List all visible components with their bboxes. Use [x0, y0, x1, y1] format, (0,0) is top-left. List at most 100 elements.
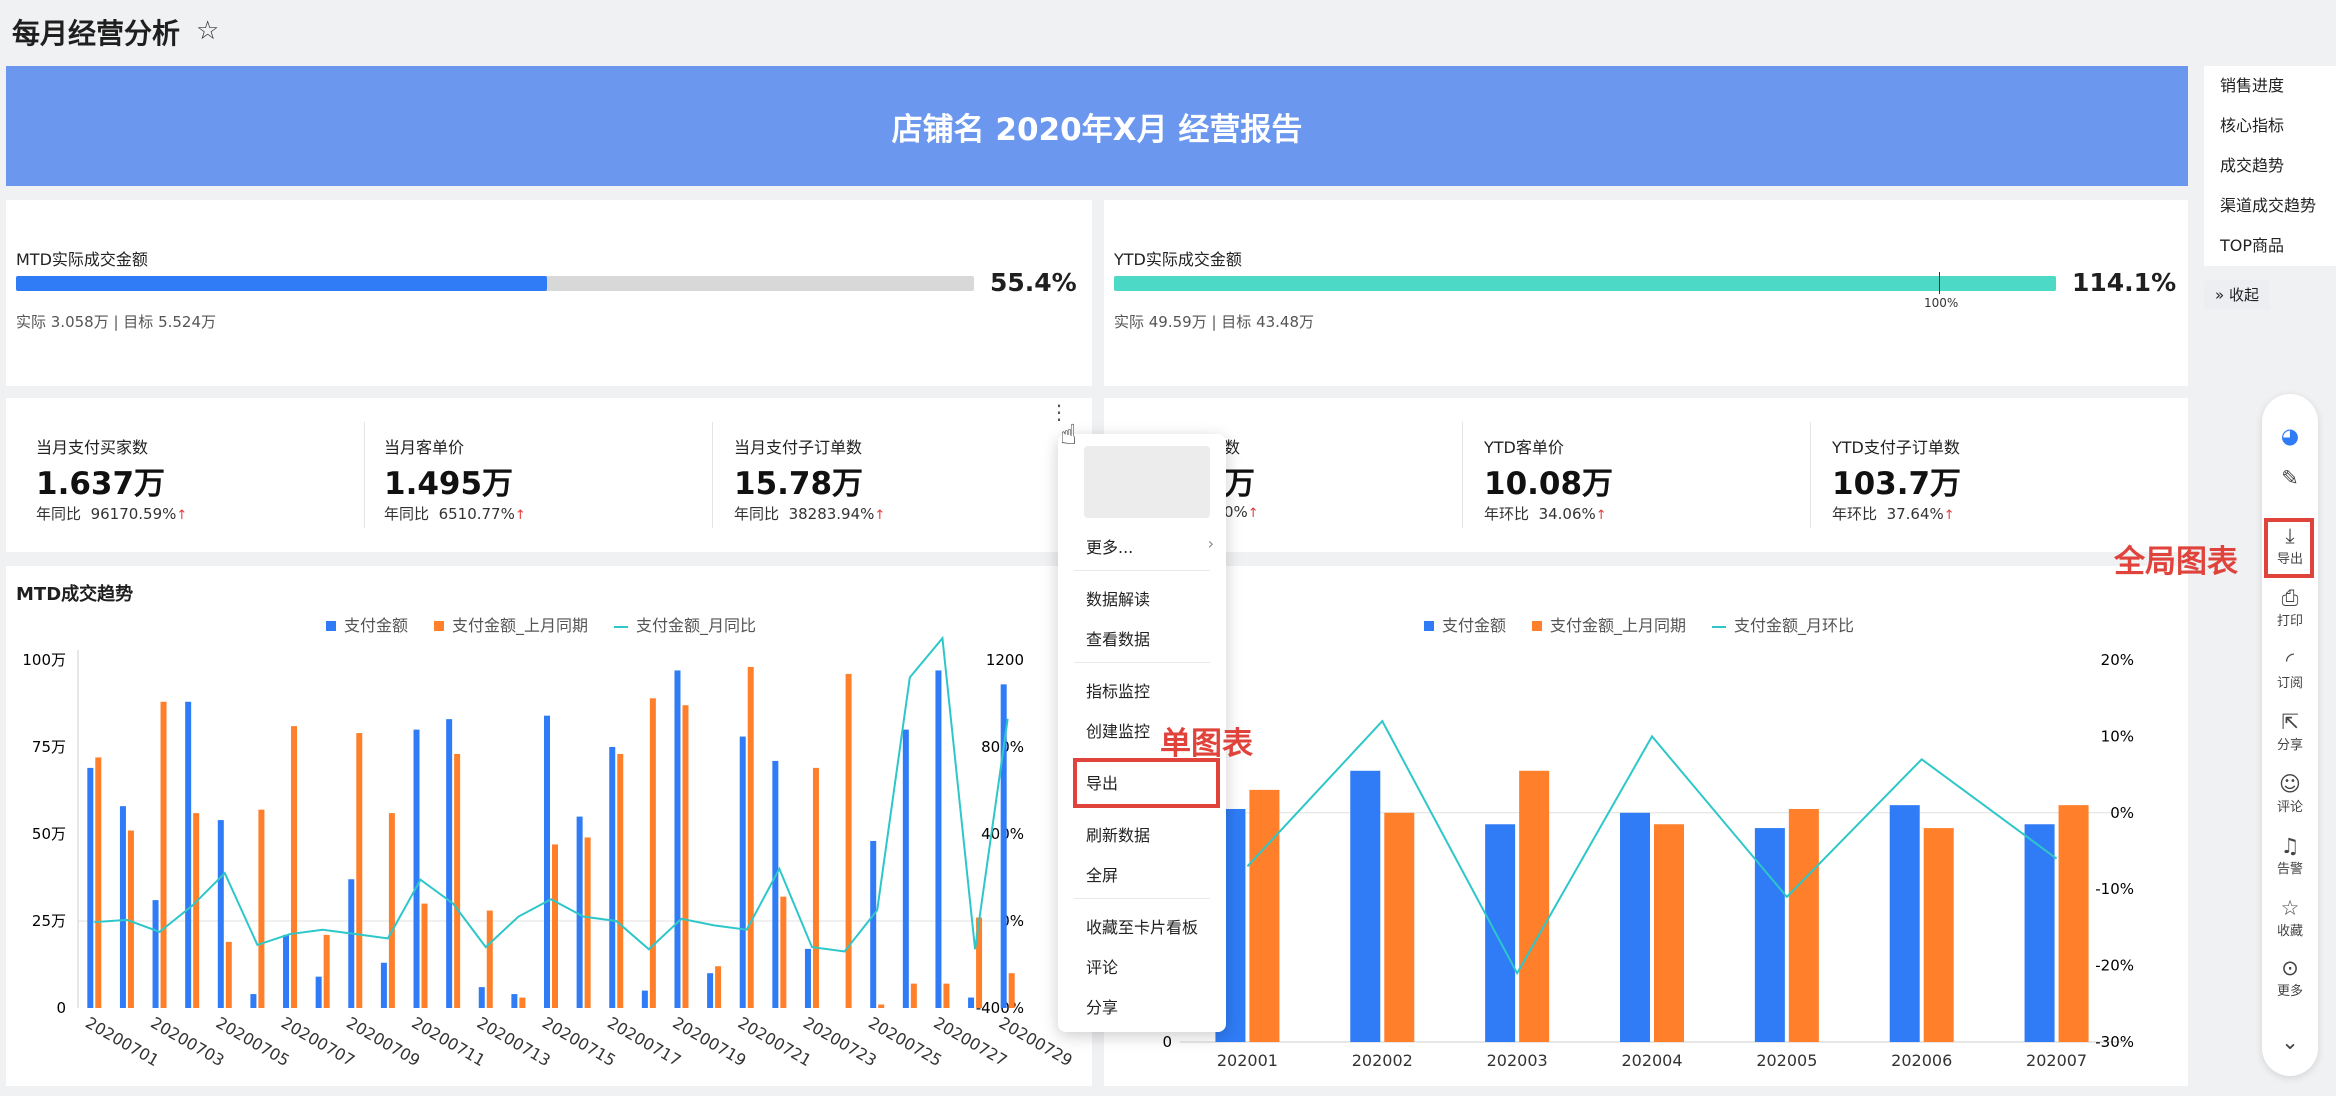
menu-item-add-to-board[interactable]: 收藏至卡片看板	[1086, 918, 1199, 937]
bar-pay-amount-prev	[127, 830, 134, 1008]
toc-item[interactable]: 渠道成交趋势	[2220, 196, 2317, 215]
menu-item-share[interactable]: 分享	[1086, 998, 1119, 1017]
print-button[interactable]: ⎙ 打印	[2262, 586, 2318, 629]
y-tick-label: 100万	[22, 651, 66, 669]
ytd-target-label: 100%	[1924, 296, 1959, 310]
bar-pay-amount	[380, 962, 387, 1008]
chevron-right-icon: ›	[1207, 534, 1214, 553]
x-tick-label: 20200717	[604, 1013, 684, 1070]
bar-pay-amount	[2024, 824, 2055, 1042]
bar-pay-amount-prev	[780, 896, 787, 1008]
legend-item[interactable]: 支付金额_上月同期	[434, 612, 588, 636]
y2-tick-label: -10%	[2095, 880, 2134, 898]
menu-export-highlight-box	[1073, 758, 1220, 808]
metric-divider	[1462, 422, 1463, 528]
edit-icon: ✎	[2281, 466, 2299, 490]
metric-comparison: 年同比 38283.94%↑	[734, 503, 885, 524]
metric-value: 10.08万	[1484, 466, 1614, 502]
more-button[interactable]: ⊙ 更多	[2262, 956, 2318, 999]
x-tick-label: 202005	[1756, 1051, 1817, 1070]
export-highlight-box	[2264, 518, 2314, 578]
metric-label: YTD客单价	[1484, 438, 1564, 457]
ytd-chart-plot: 0 20% 10% 0% -10% -20% -30% 202001 202002 202003 2…	[1162, 651, 2134, 1070]
menu-divider	[1074, 662, 1210, 663]
bar-pay-amount	[446, 719, 453, 1008]
legend-item[interactable]: 支付金额	[1424, 612, 1506, 636]
metric-value: 15.78万	[734, 466, 864, 502]
mtd-progress-detail: 实际 3.058万 | 目标 5.524万	[16, 313, 217, 331]
toc-item[interactable]: 销售进度	[2220, 76, 2285, 95]
bar-pay-amount	[152, 900, 159, 1008]
menu-item-more[interactable]: 更多... ›	[1086, 534, 1214, 558]
bar-pay-amount-prev	[910, 983, 917, 1008]
expand-button[interactable]: ⌄	[2262, 1030, 2318, 1054]
ytd-progress-detail: 实际 49.59万 | 目标 43.48万	[1114, 313, 1315, 331]
toc-collapse-button[interactable]: » 收起	[2204, 280, 2270, 310]
menu-item-create-monitor[interactable]: 创建监控	[1086, 722, 1151, 741]
edit-button[interactable]: ✎	[2262, 466, 2318, 490]
menu-item-comment[interactable]: 评论	[1086, 958, 1119, 977]
bar-pay-amount	[1000, 684, 1007, 1008]
menu-item-data-interpret[interactable]: 数据解读	[1086, 590, 1151, 609]
bar-pay-amount-prev	[519, 997, 526, 1008]
x-tick-label: 20200707	[278, 1013, 358, 1070]
metric-comparison: 年环比 34.06%↑	[1484, 503, 1613, 524]
bar-pay-amount-prev	[943, 983, 950, 1008]
bar-pay-amount-prev	[95, 757, 102, 1008]
card-more-menu-icon[interactable]: ⋮	[1049, 400, 1069, 424]
comment-button[interactable]: ☺ 评论	[2262, 772, 2318, 815]
bar-pay-amount	[478, 987, 485, 1008]
comp-value: 0%	[1224, 503, 1248, 521]
legend-label: 支付金额_月环比	[1734, 616, 1855, 635]
bar-pay-amount-prev	[323, 934, 330, 1008]
legend-item[interactable]: 支付金额	[326, 612, 408, 636]
metric-value: 万	[1224, 466, 1255, 502]
comp-label: 年同比	[384, 505, 430, 523]
legend-item[interactable]: 支付金额_月同比	[614, 612, 756, 636]
subscribe-button[interactable]: ◜ 订阅	[2262, 648, 2318, 691]
line-mom-ratio	[1246, 719, 2058, 976]
x-tick-label: 20200721	[735, 1013, 815, 1070]
menu-item-export[interactable]: 导出	[1086, 774, 1119, 793]
line-mom-ratio	[94, 635, 1009, 953]
toc-item[interactable]: 成交趋势	[2220, 156, 2285, 175]
x-tick-label: 20200715	[539, 1013, 619, 1070]
export-button[interactable]: ⤓ 导出	[2262, 524, 2318, 567]
bar-pay-amount-prev	[1249, 789, 1280, 1042]
ytd-progress-title: YTD实际成交金额	[1114, 250, 1242, 269]
comp-value: 96170.59%	[90, 505, 177, 523]
share-button[interactable]: ⇱ 分享	[2262, 710, 2318, 753]
metric-value: 1.495万	[384, 466, 514, 502]
y2-tick-label: 0%	[2110, 804, 2134, 822]
menu-item-view-data[interactable]: 查看数据	[1086, 630, 1151, 649]
menu-item-fullscreen[interactable]: 全屏	[1086, 866, 1119, 885]
hand-cursor-icon: ☝	[1060, 418, 1078, 451]
bar-pay-amount	[739, 736, 746, 1008]
bar-pay-amount	[1889, 805, 1920, 1042]
alert-button[interactable]: ♫ 告警	[2262, 834, 2318, 877]
bar-pay-amount	[413, 729, 420, 1008]
menu-item-refresh[interactable]: 刷新数据	[1086, 826, 1151, 845]
arrow-up-icon: ↑	[874, 508, 886, 523]
menu-item-metric-monitor[interactable]: 指标监控	[1086, 682, 1151, 701]
legend-item[interactable]: 支付金额_月环比	[1712, 612, 1854, 636]
mtd-progress-title: MTD实际成交金额	[16, 250, 148, 269]
bar-pay-amount	[348, 879, 355, 1008]
collapse-label: 收起	[2228, 286, 2259, 304]
toc-item[interactable]: TOP商品	[2220, 236, 2285, 255]
bar-pay-amount-prev	[454, 753, 461, 1008]
metric-ytd-orders: YTD支付子订单数 103.7万 年环比 37.64%↑	[1832, 434, 1961, 524]
comp-value: 37.64%	[1886, 505, 1944, 523]
y-tick-label: 0	[56, 999, 66, 1017]
bar-pay-amount	[576, 816, 583, 1008]
bar-pay-amount	[609, 747, 616, 1008]
star-icon[interactable]: ☆	[196, 16, 220, 46]
bar-pay-amount	[902, 729, 909, 1008]
toc-item[interactable]: 核心指标	[2220, 116, 2285, 135]
metric-price: 当月客单价 1.495万 年同比 6510.77%↑	[384, 434, 526, 524]
favorite-button[interactable]: ☆ 收藏	[2262, 896, 2318, 939]
global-chart-annotation: 全局图表	[2114, 544, 2238, 580]
legend-item[interactable]: 支付金额_上月同期	[1532, 612, 1686, 636]
ai-assistant-button[interactable]: ◕	[2262, 424, 2318, 448]
legend-label: 支付金额_上月同期	[452, 616, 589, 635]
